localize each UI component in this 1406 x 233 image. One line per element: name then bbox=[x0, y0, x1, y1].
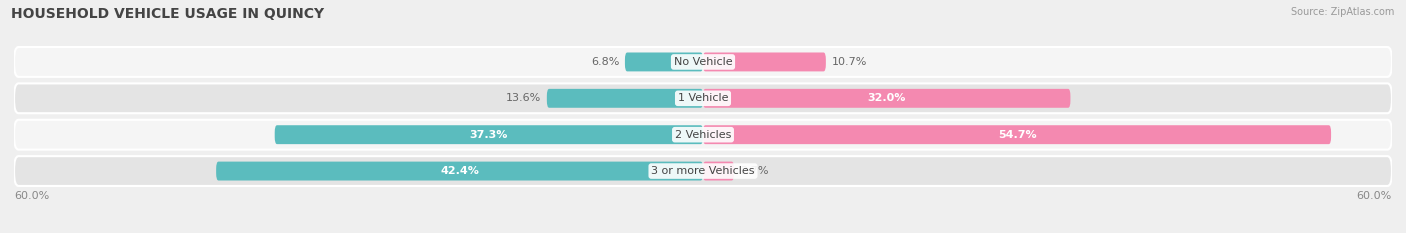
FancyBboxPatch shape bbox=[703, 125, 1331, 144]
Text: 60.0%: 60.0% bbox=[14, 191, 49, 201]
FancyBboxPatch shape bbox=[703, 52, 825, 71]
FancyBboxPatch shape bbox=[703, 89, 1070, 108]
Text: 32.0%: 32.0% bbox=[868, 93, 905, 103]
Text: Source: ZipAtlas.com: Source: ZipAtlas.com bbox=[1291, 7, 1395, 17]
FancyBboxPatch shape bbox=[14, 120, 1392, 150]
Text: 37.3%: 37.3% bbox=[470, 130, 508, 140]
FancyBboxPatch shape bbox=[14, 156, 1392, 186]
Text: 3 or more Vehicles: 3 or more Vehicles bbox=[651, 166, 755, 176]
FancyBboxPatch shape bbox=[14, 83, 1392, 113]
FancyBboxPatch shape bbox=[703, 162, 734, 181]
FancyBboxPatch shape bbox=[547, 89, 703, 108]
FancyBboxPatch shape bbox=[14, 47, 1392, 77]
FancyBboxPatch shape bbox=[274, 125, 703, 144]
Text: No Vehicle: No Vehicle bbox=[673, 57, 733, 67]
Text: 10.7%: 10.7% bbox=[831, 57, 868, 67]
Text: 13.6%: 13.6% bbox=[506, 93, 541, 103]
Text: 42.4%: 42.4% bbox=[440, 166, 479, 176]
Text: 6.8%: 6.8% bbox=[591, 57, 619, 67]
Text: 2 Vehicles: 2 Vehicles bbox=[675, 130, 731, 140]
FancyBboxPatch shape bbox=[217, 162, 703, 181]
Text: 2.7%: 2.7% bbox=[740, 166, 768, 176]
Text: 1 Vehicle: 1 Vehicle bbox=[678, 93, 728, 103]
Text: 60.0%: 60.0% bbox=[1357, 191, 1392, 201]
Text: 54.7%: 54.7% bbox=[998, 130, 1036, 140]
Text: HOUSEHOLD VEHICLE USAGE IN QUINCY: HOUSEHOLD VEHICLE USAGE IN QUINCY bbox=[11, 7, 325, 21]
FancyBboxPatch shape bbox=[624, 52, 703, 71]
